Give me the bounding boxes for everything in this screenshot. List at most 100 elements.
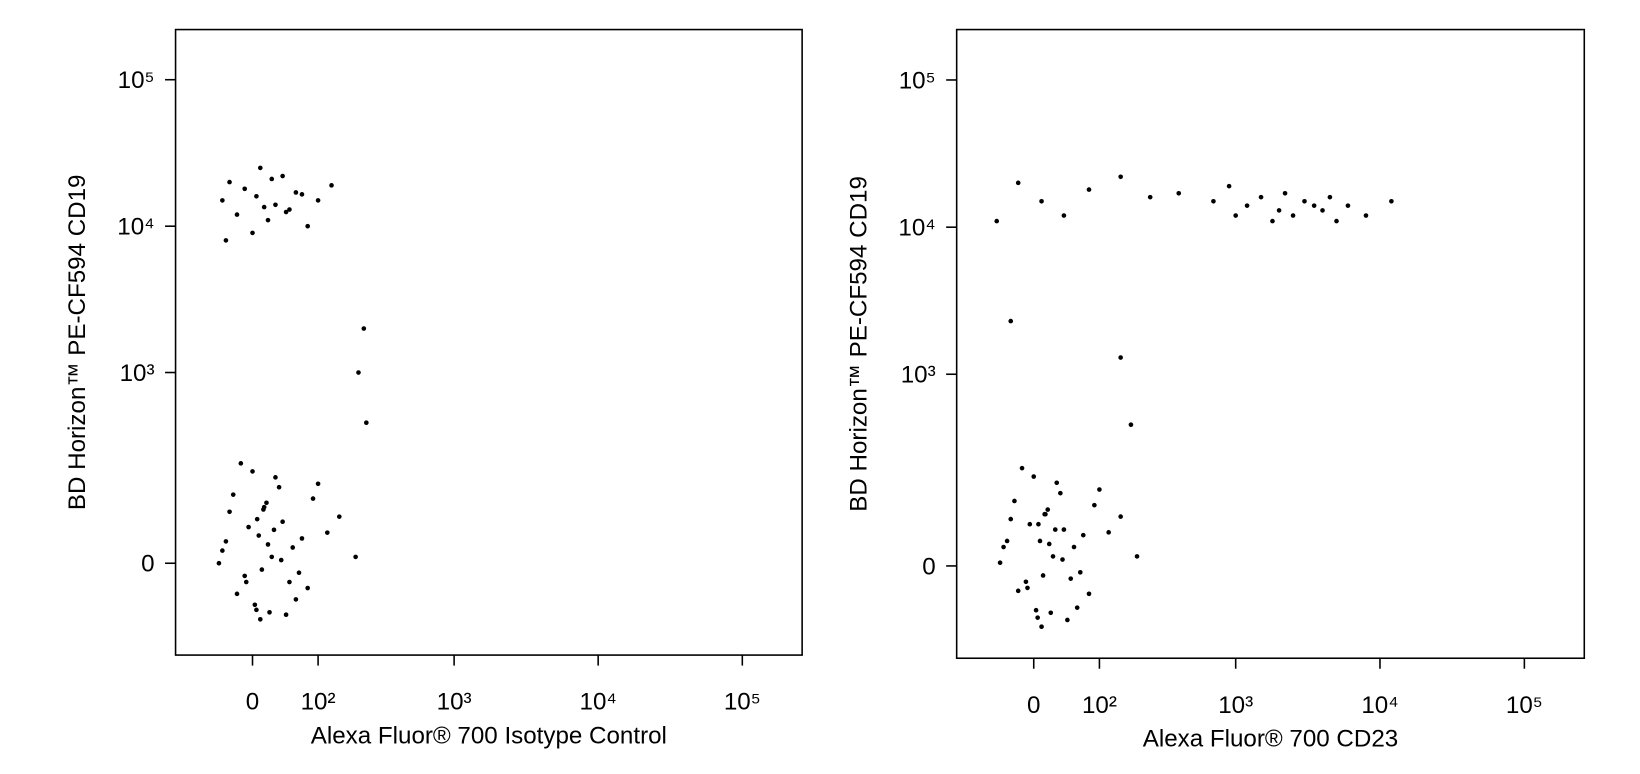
dot [1226,183,1232,189]
dot [1065,617,1070,623]
dot [246,524,251,530]
dot [305,585,310,591]
dot [1320,208,1325,213]
dot [329,183,334,188]
dot [1389,198,1394,204]
dot [299,192,305,197]
dot [259,567,265,572]
dot [269,176,275,182]
dot [243,579,249,585]
dot [1027,521,1033,527]
y-tick-label: 10⁵ [899,67,936,94]
dot [1058,490,1063,496]
dot [261,204,267,210]
dot [1276,208,1282,213]
dot [271,527,277,533]
dot [296,570,302,576]
dot [356,370,361,375]
dot [256,533,262,538]
dot [278,557,284,563]
dot [1345,203,1351,208]
dot [1077,570,1083,575]
dot [1302,198,1307,204]
x-tick-label: 0 [1027,692,1040,719]
dot [1035,615,1040,620]
dot [227,509,232,515]
dot [1244,203,1250,208]
dot [234,212,240,217]
dot [283,209,289,215]
dot [361,326,367,331]
dot [1086,591,1092,597]
x-tick-label: 10² [301,689,336,716]
dot [1019,465,1025,471]
y-tick-label: 10⁴ [898,215,935,242]
dot [1060,557,1065,562]
dot [290,545,296,550]
dot [1040,573,1046,578]
dot [1039,198,1044,204]
dot [257,616,263,622]
dot [1068,576,1074,581]
dot [267,609,272,615]
y-axis-label: BD Horizon™ PE-CF594 CD19 [64,175,91,511]
dot [1106,530,1111,535]
dot [1008,516,1014,522]
plot-frame [955,28,1586,660]
x-axis-label: Alexa Fluor® 700 Isotype Control [311,722,667,749]
dot [1015,180,1021,186]
y-tick-label: 0 [141,551,154,578]
dot [1033,607,1039,613]
dot [1118,174,1123,180]
dot [1134,554,1140,559]
dot [1042,511,1047,517]
dot [250,230,255,236]
dot [1080,532,1086,538]
dot [254,193,259,199]
dot [1270,218,1275,224]
dot [293,190,299,195]
dot [269,554,275,560]
dot [1001,544,1006,550]
dot [254,607,259,613]
dot [1031,474,1037,479]
dot [1147,194,1153,200]
x-tick-label: 10⁵ [1506,692,1543,719]
dot [293,597,299,602]
dot [1290,213,1296,218]
dot [254,516,260,522]
dot [353,554,358,560]
dot [315,198,321,203]
x-tick-label: 10⁵ [724,689,761,716]
dot [265,217,271,223]
dot [257,165,263,171]
y-axis-label: BD Horizon™ PE-CF594 CD19 [845,176,872,512]
dot [1074,605,1080,610]
dot [1092,502,1097,508]
dot [1052,527,1058,532]
x-tick-label: 10³ [437,689,472,716]
dot [276,484,282,490]
dot [273,475,278,480]
dot [1128,422,1134,427]
plot-frame [174,28,803,656]
dot [242,186,248,192]
dot [336,514,342,519]
y-tick-label: 10³ [901,362,936,389]
dot [1046,541,1052,547]
y-tick-label: 10⁴ [117,214,154,241]
dot [1037,538,1043,544]
dot [230,492,236,497]
dot [1048,610,1054,616]
dot [1015,588,1021,594]
dot [1118,355,1123,360]
dot [364,420,369,426]
dot [242,573,248,579]
dot [1008,318,1014,324]
dot [261,507,266,512]
dot [1004,538,1010,544]
dot [997,560,1003,566]
dot [1334,218,1339,224]
dot [250,469,255,474]
